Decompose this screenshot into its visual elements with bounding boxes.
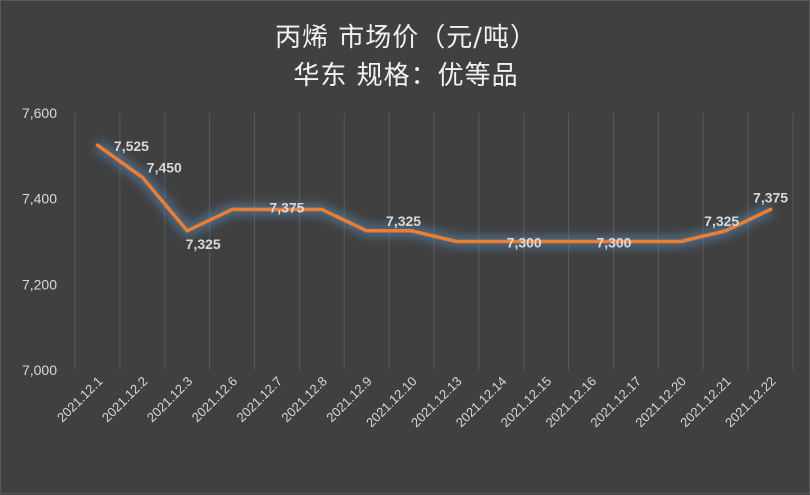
x-tick-label: 2021.12.1 xyxy=(54,374,106,426)
chart-title-line1: 丙烯 市场价（元/吨） xyxy=(274,23,538,53)
data-point xyxy=(230,207,234,211)
x-tick-label: 2021.12.3 xyxy=(144,374,196,426)
data-point xyxy=(544,240,548,243)
data-point xyxy=(454,240,458,243)
x-tick-label: 2021.12.8 xyxy=(278,374,330,426)
data-point xyxy=(95,143,99,147)
chart-title-line2: 华东 规格：优等品 xyxy=(293,61,519,91)
data-point xyxy=(679,240,683,243)
x-tick-label: 2021.12.2 xyxy=(99,374,151,426)
data-label: 7,325 xyxy=(186,236,221,252)
data-point xyxy=(320,207,324,211)
data-point xyxy=(499,240,503,243)
x-tick-label: 2021.12.7 xyxy=(234,374,286,426)
data-label: 7,325 xyxy=(704,213,739,229)
data-label: 7,525 xyxy=(114,138,149,154)
data-point xyxy=(634,240,638,243)
data-point xyxy=(365,229,369,233)
data-point xyxy=(410,229,414,233)
series-line xyxy=(95,143,773,244)
y-tick-label: 7,400 xyxy=(22,191,57,207)
data-label: 7,375 xyxy=(269,199,304,215)
data-label: 7,325 xyxy=(386,213,421,229)
data-point xyxy=(769,207,773,211)
y-tick-label: 7,600 xyxy=(22,105,57,121)
data-point xyxy=(185,229,189,233)
data-point xyxy=(589,240,593,243)
y-tick-label: 7,000 xyxy=(22,362,57,378)
data-label: 7,300 xyxy=(596,235,631,251)
data-label: 7,300 xyxy=(507,235,542,251)
data-point xyxy=(140,175,144,179)
data-point xyxy=(724,229,728,233)
x-tick-label: 2021.12.6 xyxy=(189,374,241,426)
data-label: 7,375 xyxy=(753,189,788,205)
data-point xyxy=(275,207,279,211)
data-label: 7,450 xyxy=(147,159,182,175)
y-tick-label: 7,200 xyxy=(22,276,57,292)
